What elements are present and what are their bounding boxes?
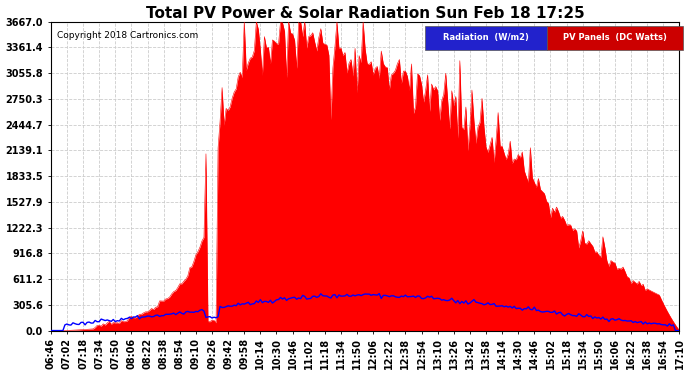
Title: Total PV Power & Solar Radiation Sun Feb 18 17:25: Total PV Power & Solar Radiation Sun Feb… xyxy=(146,6,584,21)
Text: Copyright 2018 Cartronics.com: Copyright 2018 Cartronics.com xyxy=(57,31,198,40)
FancyBboxPatch shape xyxy=(547,26,682,50)
Text: Radiation  (W/m2): Radiation (W/m2) xyxy=(443,33,529,42)
FancyBboxPatch shape xyxy=(425,26,547,50)
Text: PV Panels  (DC Watts): PV Panels (DC Watts) xyxy=(563,33,667,42)
